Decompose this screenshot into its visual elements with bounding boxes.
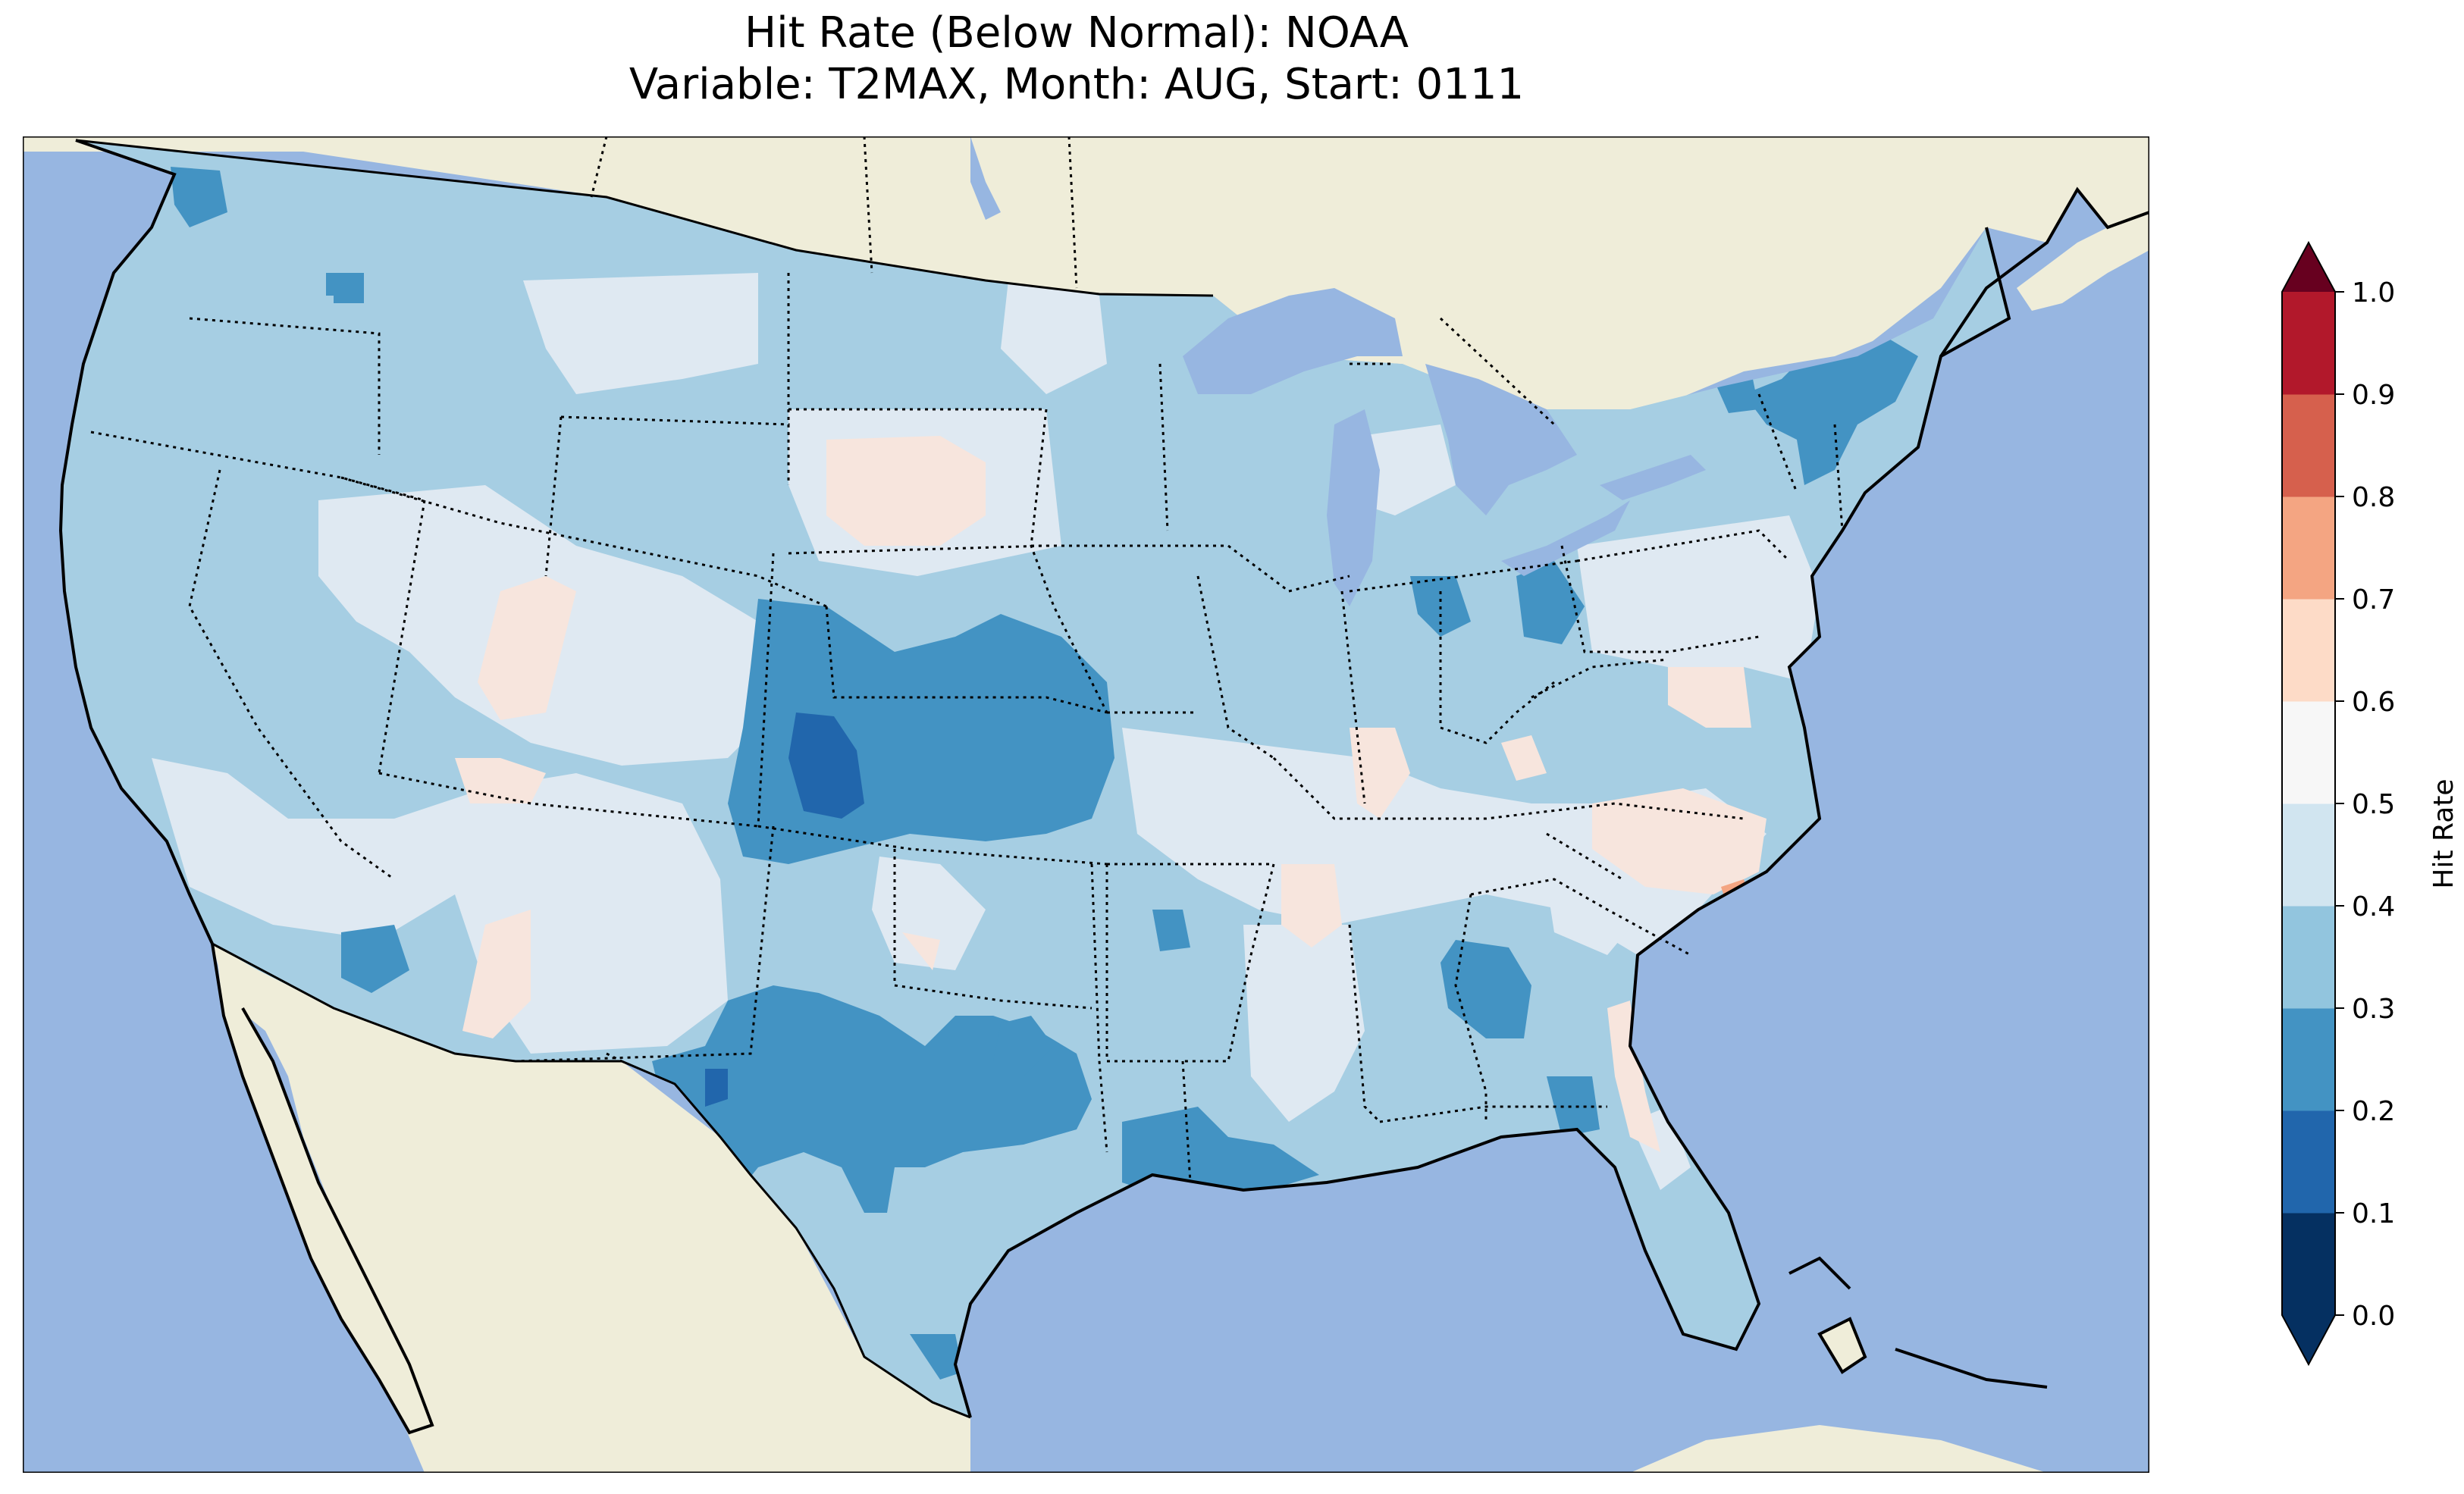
- baja-california-land: [216, 947, 432, 1433]
- hit-rate-region: [171, 167, 227, 227]
- hit-rate-region: [1592, 788, 1766, 894]
- colorbar-bin: [2282, 1008, 2335, 1111]
- colorbar-bin: [2282, 701, 2335, 804]
- colorbar-tick-label: 0.7: [2352, 584, 2395, 615]
- colorbar-bin: [2282, 906, 2335, 1009]
- colorbar-tick-label: 0.4: [2352, 891, 2395, 922]
- colorbar-bin: [2282, 1110, 2335, 1214]
- hit-rate-region: [1668, 667, 1751, 728]
- hit-rate-region: [1001, 280, 1107, 394]
- colorbar-bin: [2282, 394, 2335, 497]
- country-borders: [75, 139, 1214, 1419]
- hit-rate-region: [1577, 515, 1820, 682]
- colorbar-tick-label: 0.9: [2352, 380, 2395, 411]
- hit-rate-region: [652, 985, 1092, 1213]
- hit-rate-region: [872, 857, 986, 970]
- colorbar-bin: [2282, 292, 2335, 395]
- hit-rate-region: [788, 713, 864, 819]
- colorbar-bin: [2282, 599, 2335, 702]
- colorbar-tick-label: 0.5: [2352, 789, 2395, 820]
- hit-rate-region: [1501, 735, 1547, 781]
- colorbar: 0.0 0.1 0.2 0.3 0.4 0.5 0.6 0.7 0.8 0.9 1.0: [2281, 240, 2395, 1367]
- hit-rate-region: [993, 1016, 1054, 1076]
- hit-rate-region: [1243, 925, 1365, 1122]
- hit-rate-region: [902, 932, 940, 970]
- colorbar-tick-label: 0.6: [2352, 687, 2395, 718]
- colorbar-bin: [2282, 496, 2335, 600]
- colorbar-tick-label: 0.2: [2352, 1096, 2395, 1127]
- colorbar-tick-label: 0.1: [2352, 1198, 2395, 1229]
- hit-rate-region: [1281, 864, 1342, 947]
- nova-scotia-land: [2017, 212, 2149, 311]
- hit-rate-region: [705, 1069, 728, 1107]
- hit-rate-region: [1122, 1107, 1319, 1198]
- colorbar-over-arrow: [2282, 243, 2335, 292]
- colorbar-label: Hit Rate: [2428, 778, 2459, 888]
- colorbar-tick-label: 0.3: [2352, 994, 2395, 1025]
- hit-rate-region: [910, 1334, 963, 1380]
- hit-rate-region: [478, 576, 576, 720]
- chart-title-line1: Hit Rate (Below Normal): NOAA: [744, 8, 1409, 58]
- coastlines: [58, 139, 2149, 1435]
- colorbar-under-arrow: [2282, 1315, 2335, 1364]
- state-borders: [90, 136, 1844, 1183]
- hit-rate-region: [1744, 334, 1918, 485]
- map-area: [23, 136, 2149, 1473]
- colorbar-tick-label: 0.0: [2352, 1301, 2395, 1332]
- hit-rate-region: [523, 273, 758, 394]
- hit-rate-region: [1607, 1001, 1660, 1152]
- great-lakes: [970, 136, 1706, 606]
- colorbar-tick-label: 0.8: [2352, 482, 2395, 513]
- colorbar-tick-label: 1.0: [2352, 277, 2395, 309]
- hit-rate-region: [462, 910, 531, 1038]
- colorbar-bin: [2282, 1213, 2335, 1316]
- hit-rate-region: [1547, 1076, 1600, 1137]
- colorbar-bin: [2282, 803, 2335, 907]
- hit-rate-region: [152, 758, 728, 1054]
- canada-land: [23, 136, 2149, 576]
- chart-title-line2: Variable: T2MAX, Month: AUG, Start: 0111: [629, 60, 1525, 109]
- hit-rate-region: [1152, 910, 1190, 951]
- mexico-land: [212, 944, 970, 1473]
- hit-rate-region: [826, 436, 986, 546]
- hit-rate-region: [1516, 561, 1585, 644]
- hit-rate-region: [326, 273, 349, 296]
- hit-rate-region: [341, 925, 409, 993]
- yucatan-land: [1630, 1425, 2047, 1473]
